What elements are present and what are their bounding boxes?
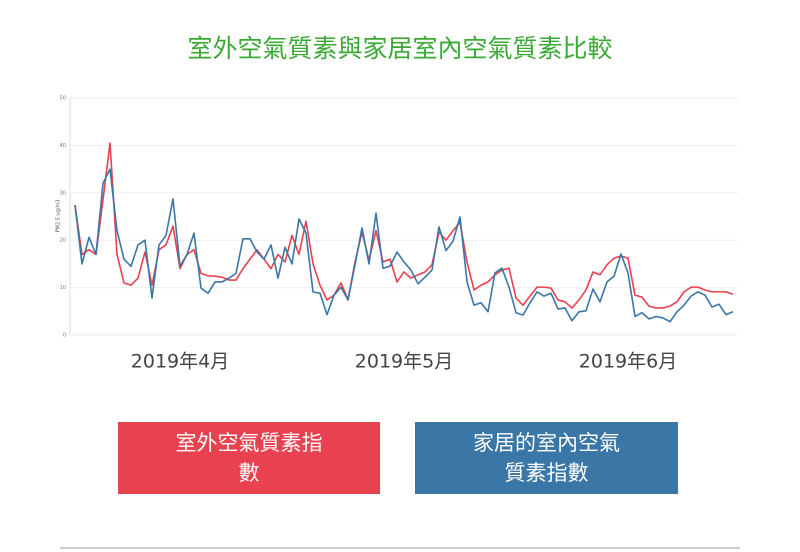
chart-title: 室外空氣質素與家居室內空氣質素比較: [187, 34, 612, 63]
y-tick-label: 20: [60, 238, 66, 244]
series-line: [74, 142, 734, 309]
legend-button[interactable]: 室外空氣質素指數: [118, 422, 380, 494]
x-tick-label: 2019年4月: [131, 351, 229, 373]
series-line: [74, 168, 734, 323]
y-tick-label: 30: [60, 190, 66, 196]
legend-label: 室外空氣質素指數: [175, 431, 323, 485]
legend-button[interactable]: 家居的室內空氣質素指數: [415, 422, 678, 494]
y-axis-label: PM2.5 ug/m3: [56, 200, 62, 233]
y-tick-label: 0: [63, 333, 66, 339]
y-tick-label: 10: [60, 285, 66, 291]
y-tick-label: 50: [60, 96, 66, 102]
x-tick-label: 2019年5月: [355, 351, 453, 373]
legend-label: 家居的室內空氣質素指數: [473, 431, 620, 485]
x-tick-label: 2019年6月: [579, 351, 677, 373]
y-tick-label: 40: [60, 143, 66, 149]
